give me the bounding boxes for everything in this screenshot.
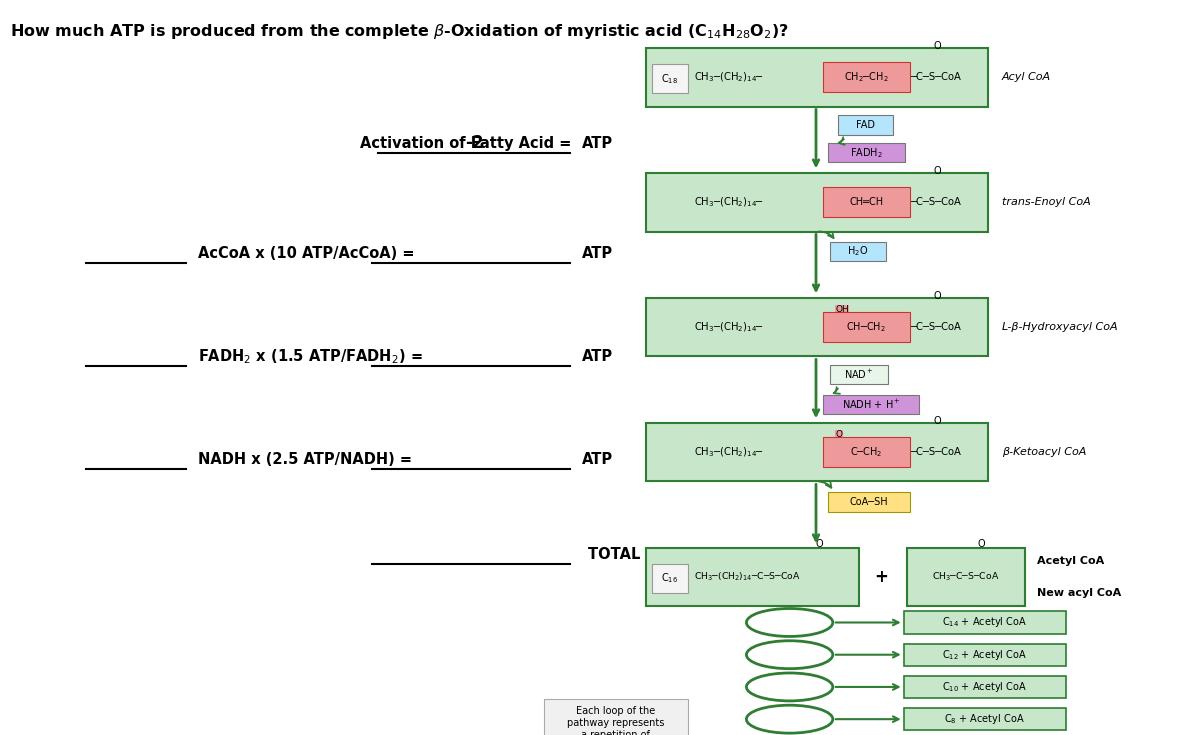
Text: CH$_3$─(CH$_2$)$_{14}$─: CH$_3$─(CH$_2$)$_{14}$─ <box>694 445 763 459</box>
FancyBboxPatch shape <box>823 62 910 92</box>
Text: CH═CH: CH═CH <box>850 197 883 207</box>
Text: CoA─SH: CoA─SH <box>850 497 888 507</box>
Text: ATP: ATP <box>582 349 613 364</box>
Text: Acetyl CoA: Acetyl CoA <box>1037 556 1104 566</box>
FancyBboxPatch shape <box>646 423 988 481</box>
Text: NAD$^+$: NAD$^+$ <box>845 368 874 381</box>
Text: O: O <box>934 40 941 51</box>
Text: AcCoA x (10 ATP/AcCoA) =: AcCoA x (10 ATP/AcCoA) = <box>198 246 414 261</box>
FancyBboxPatch shape <box>907 548 1025 606</box>
Text: O: O <box>934 290 941 301</box>
Text: CH$_3$─(CH$_2$)$_{14}$─: CH$_3$─(CH$_2$)$_{14}$─ <box>694 71 763 84</box>
Text: FADH$_2$: FADH$_2$ <box>850 146 883 159</box>
FancyBboxPatch shape <box>828 143 905 162</box>
FancyBboxPatch shape <box>904 644 1066 666</box>
Text: O: O <box>934 165 941 176</box>
Text: ─C─S─CoA: ─C─S─CoA <box>910 72 960 82</box>
FancyBboxPatch shape <box>652 64 688 93</box>
FancyBboxPatch shape <box>823 312 910 342</box>
FancyBboxPatch shape <box>646 298 988 356</box>
FancyBboxPatch shape <box>838 115 893 135</box>
Text: C$_{16}$: C$_{16}$ <box>661 572 678 585</box>
FancyBboxPatch shape <box>823 395 919 414</box>
Text: O: O <box>934 415 941 426</box>
Text: Acyl CoA: Acyl CoA <box>1002 72 1051 82</box>
Text: TOTAL ATP: TOTAL ATP <box>588 548 677 562</box>
Text: ATP: ATP <box>582 136 613 151</box>
FancyBboxPatch shape <box>544 700 688 735</box>
Text: C─CH$_2$: C─CH$_2$ <box>850 445 883 459</box>
Text: O: O <box>816 539 823 549</box>
FancyBboxPatch shape <box>823 187 910 217</box>
Text: ─C─S─CoA: ─C─S─CoA <box>910 322 960 332</box>
Text: CH$_3$─(CH$_2$)$_{14}$─: CH$_3$─(CH$_2$)$_{14}$─ <box>694 320 763 334</box>
Text: C$_{12}$ + Acetyl CoA: C$_{12}$ + Acetyl CoA <box>942 648 1027 662</box>
Text: New acyl CoA: New acyl CoA <box>1037 588 1121 598</box>
FancyBboxPatch shape <box>904 612 1066 634</box>
FancyBboxPatch shape <box>823 437 910 467</box>
Text: C$_{14}$ + Acetyl CoA: C$_{14}$ + Acetyl CoA <box>942 615 1027 629</box>
Text: ─C─S─CoA: ─C─S─CoA <box>910 447 960 457</box>
FancyBboxPatch shape <box>904 708 1066 730</box>
Text: FAD: FAD <box>856 120 875 130</box>
FancyBboxPatch shape <box>646 173 988 232</box>
FancyBboxPatch shape <box>646 548 859 606</box>
Text: FADH$_2$ x (1.5 ATP/FADH$_2$) =: FADH$_2$ x (1.5 ATP/FADH$_2$) = <box>198 347 422 366</box>
Text: CH$_3$─(CH$_2$)$_{14}$─: CH$_3$─(CH$_2$)$_{14}$─ <box>694 196 763 209</box>
Text: L-β-Hydroxyacyl CoA: L-β-Hydroxyacyl CoA <box>1002 322 1117 332</box>
Text: ─C─S─CoA: ─C─S─CoA <box>910 197 960 207</box>
FancyBboxPatch shape <box>646 48 988 107</box>
Text: CH─CH$_2$: CH─CH$_2$ <box>846 320 887 334</box>
Text: C$_8$ + Acetyl CoA: C$_8$ + Acetyl CoA <box>944 712 1025 726</box>
Text: Activation of Fatty Acid =: Activation of Fatty Acid = <box>360 136 571 151</box>
Text: OH: OH <box>835 305 848 314</box>
Text: Each loop of the
pathway represents
a repetition of
Steps 1–4.: Each loop of the pathway represents a re… <box>566 706 665 735</box>
FancyBboxPatch shape <box>904 676 1066 698</box>
Text: C$_{18}$: C$_{18}$ <box>661 72 678 85</box>
Text: ATP: ATP <box>582 452 613 467</box>
Text: trans-Enoyl CoA: trans-Enoyl CoA <box>1002 197 1091 207</box>
Text: O: O <box>978 539 985 549</box>
Text: C$_{10}$ + Acetyl CoA: C$_{10}$ + Acetyl CoA <box>942 680 1027 694</box>
Text: NADH + H$^+$: NADH + H$^+$ <box>842 398 900 411</box>
Text: -2: -2 <box>464 135 484 152</box>
FancyBboxPatch shape <box>828 492 910 512</box>
FancyBboxPatch shape <box>652 564 688 593</box>
Text: NADH x (2.5 ATP/NADH) =: NADH x (2.5 ATP/NADH) = <box>198 452 412 467</box>
FancyBboxPatch shape <box>830 242 886 261</box>
Text: +: + <box>874 568 888 586</box>
Text: CH$_2$─CH$_2$: CH$_2$─CH$_2$ <box>844 71 889 84</box>
Text: How much ATP is produced from the complete $\beta$-Oxidation of myristic acid (C: How much ATP is produced from the comple… <box>10 22 788 41</box>
FancyBboxPatch shape <box>830 365 888 384</box>
Text: CH$_3$─C─S─CoA: CH$_3$─C─S─CoA <box>932 570 1000 584</box>
Text: CH$_3$─(CH$_2$)$_{14}$─C─S─CoA: CH$_3$─(CH$_2$)$_{14}$─C─S─CoA <box>694 570 800 584</box>
Text: H$_2$O: H$_2$O <box>847 245 869 258</box>
Text: ATP: ATP <box>582 246 613 261</box>
Text: O: O <box>835 430 842 439</box>
Text: β-Ketoacyl CoA: β-Ketoacyl CoA <box>1002 447 1086 457</box>
